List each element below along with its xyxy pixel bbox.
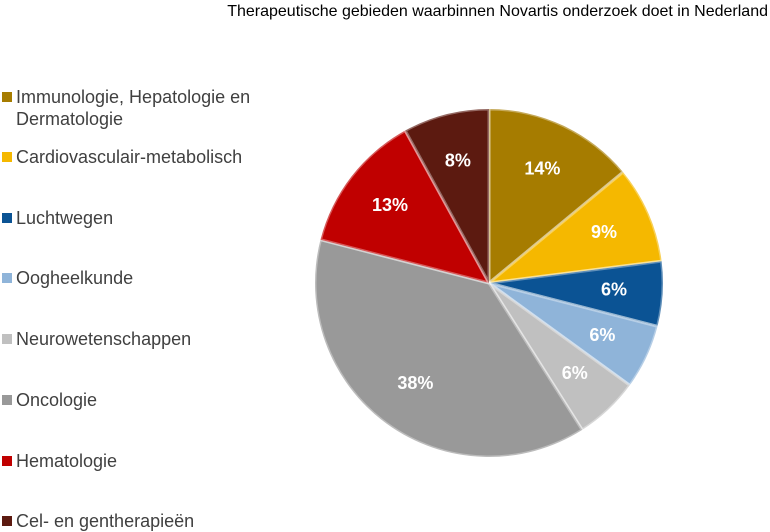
pie-slice [488,281,660,388]
legend-item: Neurowetenschappen [0,328,290,350]
pie-slice [313,237,585,459]
legend-item: Cardiovasculair-metabolisch [0,146,290,168]
pie-slice [488,259,665,329]
legend-label: Oogheelkunde [16,268,134,288]
legend-swatch [2,152,12,162]
legend-label: Cel- en gentherapieën [16,511,195,531]
data-label: 8% [445,150,471,170]
data-label: 38% [397,373,433,393]
legend-swatch [2,273,12,283]
data-label: 6% [589,325,615,345]
data-label: 9% [591,222,617,242]
data-label: 6% [562,363,588,383]
legend-label: Luchtwegen [16,208,114,228]
legend-item: Luchtwegen [0,207,290,229]
legend-label: Cardiovasculair-metabolisch [16,147,243,167]
legend-swatch [2,92,12,102]
legend-item: Oncologie [0,389,290,411]
pie-slice [403,107,491,284]
legend-item: Hematologie [0,450,290,472]
legend-item: Immunologie, Hepatologie en Dermatologie [0,86,290,130]
pie-slice [487,281,632,432]
legend-label: Hematologie [16,451,118,471]
chart-title: Therapeutische gebieden waarbinnen Novar… [227,3,768,20]
pie-slice [318,128,492,286]
data-label: 6% [601,280,627,300]
legend-label: Oncologie [16,390,98,410]
pie-slice [484,169,664,286]
legend-label: Neurowetenschappen [16,329,192,349]
pie-slice [487,107,626,287]
legend-label: Immunologie, Hepatologie en Dermatologie [16,87,251,129]
legend-swatch [2,516,12,526]
legend-swatch [2,213,12,223]
legend-item: Cel- en gentherapieën [0,510,290,532]
legend-swatch [2,334,12,344]
data-label: 14% [524,158,560,178]
legend-swatch [2,456,12,466]
legend-swatch [2,395,12,405]
data-label: 13% [372,195,408,215]
legend-item: Oogheelkunde [0,267,290,289]
